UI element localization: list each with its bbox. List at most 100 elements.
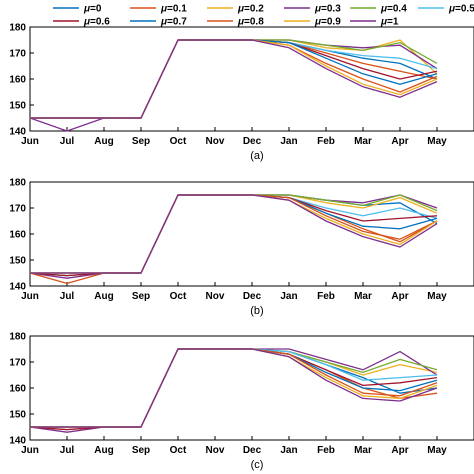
y-tick-label: 140 — [9, 282, 26, 293]
x-tick-label: Oct — [170, 445, 187, 456]
x-tick-label: Feb — [317, 136, 335, 147]
series-line — [30, 39, 438, 119]
series-line — [30, 39, 438, 119]
series-line — [30, 39, 438, 119]
y-tick-label: 170 — [9, 358, 26, 369]
legend-label: μ=0.1 — [160, 4, 187, 15]
legend-item: μ=0.4 — [350, 4, 407, 15]
y-tick-label: 180 — [9, 332, 26, 343]
x-tick-label: Jul — [60, 445, 75, 456]
legend-item: μ=0.1 — [130, 4, 187, 15]
x-tick-label: May — [427, 291, 447, 302]
x-tick-label: Mar — [354, 445, 372, 456]
x-tick-label: Jul — [60, 291, 75, 302]
x-tick-label: Mar — [354, 291, 372, 302]
x-tick-label: Sep — [132, 445, 150, 456]
series-line — [29, 194, 438, 277]
x-tick-label: Jul — [60, 136, 75, 147]
legend-item: μ=1 — [350, 17, 399, 28]
x-tick-label: Jun — [21, 291, 39, 302]
series-line — [30, 39, 438, 119]
x-tick-label: Oct — [170, 291, 187, 302]
y-tick-label: 180 — [9, 23, 26, 34]
legend-label: μ=0 — [83, 4, 102, 15]
x-tick-label: Apr — [391, 445, 408, 456]
y-tick-label: 180 — [9, 178, 26, 189]
series-line — [29, 194, 438, 277]
y-tick-label: 150 — [9, 101, 26, 112]
x-tick-label: Jun — [21, 136, 39, 147]
x-tick-label: Feb — [317, 445, 335, 456]
legend-item: μ=0.5 — [418, 4, 474, 15]
chart-panel: 140 150 160 170 180 Jun Jul Aug Sep Oct Nov Dec Jan F… — [9, 332, 474, 471]
series-line — [30, 194, 438, 274]
x-tick-label: Sep — [132, 291, 150, 302]
x-tick-label: Nov — [206, 291, 225, 302]
y-tick-label: 170 — [9, 49, 26, 60]
legend-item: μ=0.2 — [207, 4, 264, 15]
x-tick-label: Aug — [94, 445, 113, 456]
series-line — [30, 348, 438, 428]
y-tick-label: 140 — [9, 127, 26, 138]
panel-label: (a) — [250, 150, 263, 162]
series-line — [30, 348, 438, 428]
x-tick-label: Jan — [280, 136, 297, 147]
plot-frame — [29, 26, 474, 132]
series-line — [30, 39, 438, 119]
legend-label: μ=0.6 — [83, 17, 110, 28]
y-tick-label: 150 — [9, 256, 26, 267]
legend-label: μ=0.9 — [314, 17, 341, 28]
legend-label: μ=0.2 — [237, 4, 264, 15]
legend-label: μ=0.5 — [448, 4, 474, 15]
x-tick-label: Apr — [391, 291, 408, 302]
legend-label: μ=0.7 — [160, 17, 187, 28]
panel-label: (c) — [251, 459, 264, 471]
x-tick-label: Oct — [170, 136, 187, 147]
y-tick-label: 140 — [9, 436, 26, 447]
series-line — [30, 348, 438, 428]
legend-item: μ=0.6 — [53, 17, 110, 28]
x-tick-label: Jan — [280, 445, 297, 456]
series-line — [30, 348, 438, 428]
x-tick-label: Aug — [94, 291, 113, 302]
legend-label: μ=0.8 — [237, 17, 264, 28]
legend-item: μ=0.9 — [284, 17, 341, 28]
x-tick-label: Nov — [206, 136, 225, 147]
chart-panels: 140 150 160 170 180 Jun Jul Aug Sep Oct Nov Dec Jan F… — [9, 23, 474, 471]
y-tick-label: 150 — [9, 410, 26, 421]
series-line — [30, 348, 438, 428]
x-tick-label: Mar — [354, 136, 372, 147]
x-tick-label: Sep — [132, 136, 150, 147]
x-tick-label: Dec — [243, 291, 262, 302]
legend-label: μ=1 — [380, 17, 399, 28]
series-line — [29, 348, 438, 433]
chart-panel: 140 150 160 170 180 Jun Jul Aug Sep Oct Nov Dec Jan F… — [9, 23, 474, 162]
x-tick-label: Aug — [94, 136, 113, 147]
y-tick-label: 160 — [9, 384, 26, 395]
series-line — [30, 39, 438, 119]
series-line — [30, 348, 438, 428]
x-tick-label: Jan — [280, 291, 297, 302]
legend-item: μ=0.8 — [207, 17, 264, 28]
series-line — [30, 39, 438, 119]
series-line — [30, 39, 438, 119]
legend-item: μ=0.7 — [130, 17, 187, 28]
legend-label: μ=0.4 — [380, 4, 407, 15]
legend-item: μ=0.3 — [284, 4, 341, 15]
series-line — [30, 348, 438, 428]
series-line — [30, 39, 438, 119]
x-tick-label: Jun — [21, 445, 39, 456]
y-tick-label: 160 — [9, 230, 26, 241]
y-tick-label: 170 — [9, 204, 26, 215]
series-line — [29, 194, 438, 277]
panel-label: (b) — [250, 305, 263, 317]
x-tick-label: Feb — [317, 291, 335, 302]
x-tick-label: Dec — [243, 445, 262, 456]
chart-panel: 140 150 160 170 180 Jun Jul Aug Sep Oct Nov Dec Jan F… — [9, 178, 474, 317]
legend: μ=0 μ=0.1 μ=0.2 μ=0.3 μ=0.4 μ=0.5 μ=0.6 μ=0.7 μ=… — [53, 4, 474, 28]
x-tick-label: Apr — [391, 136, 408, 147]
series-line — [29, 194, 438, 285]
x-tick-label: Nov — [206, 445, 225, 456]
legend-item: μ=0 — [53, 4, 102, 15]
series-line — [30, 39, 438, 119]
